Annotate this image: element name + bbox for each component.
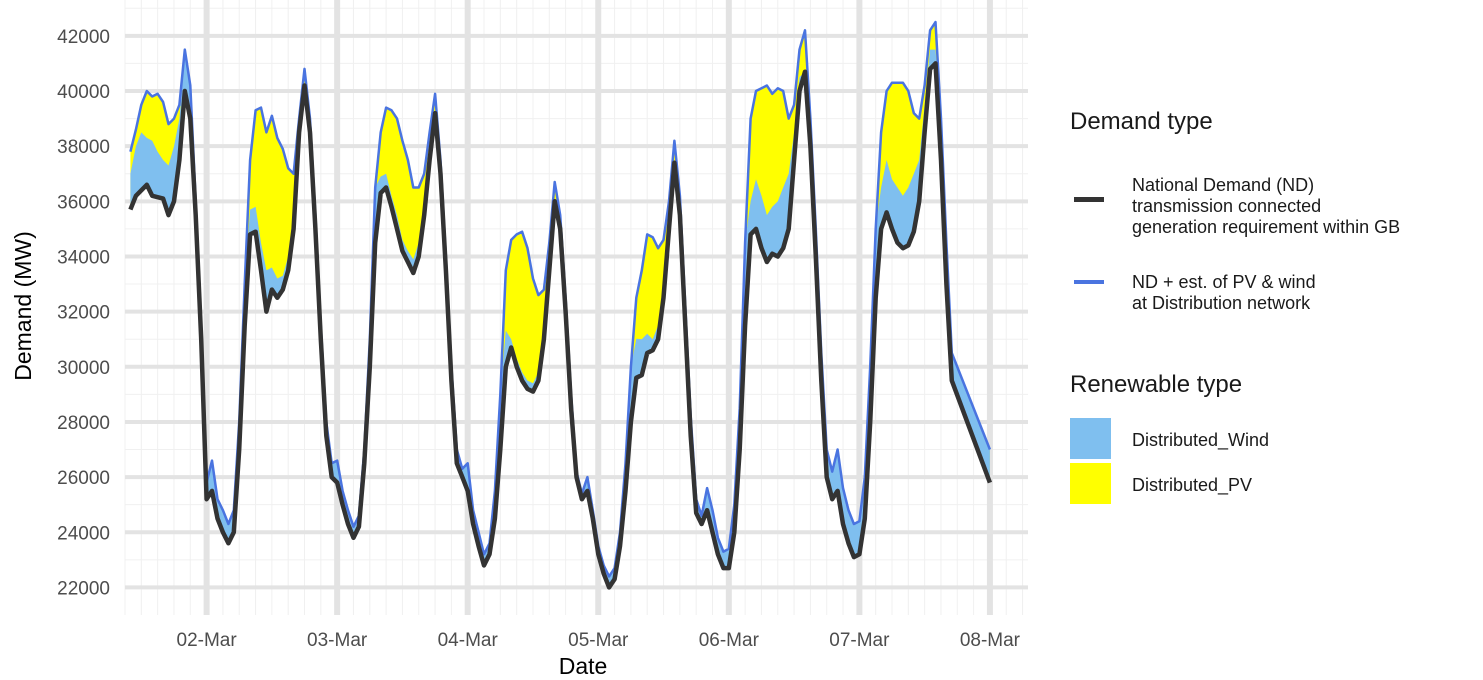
x-tick-label: 04-Mar	[438, 630, 499, 651]
x-tick-label: 08-Mar	[960, 630, 1021, 651]
renewable-areas	[130, 22, 990, 588]
y-axis-ticks: 22000 24000 26000 28000 30000 32000 34000 36000…	[57, 27, 110, 600]
y-tick-label: 22000	[57, 578, 110, 599]
legend-title-renewable-type: Renewable type	[1070, 371, 1243, 398]
x-axis-ticks: 02-Mar 03-Mar 04-Mar 05-Mar 06-Mar 07-Mar 08-M…	[177, 630, 1021, 651]
demand-lines	[128, 20, 993, 590]
x-tick-label: 02-Mar	[177, 630, 238, 651]
x-tick-label: 06-Mar	[699, 630, 760, 651]
nd-plus-swatch	[1074, 280, 1104, 284]
pv-label: Distributed_PV	[1132, 475, 1253, 495]
national-demand-label-line3: generation requirement within GB	[1132, 217, 1401, 237]
national-demand-label-line1: National Demand (ND)	[1132, 175, 1315, 195]
pv-swatch	[1070, 463, 1111, 504]
legend-title-demand-type: Demand type	[1070, 108, 1213, 135]
legend-item-wind: Distributed_Wind	[1070, 418, 1480, 460]
nd-plus-label-line2: at Distribution network	[1132, 293, 1311, 313]
y-tick-label: 26000	[57, 468, 110, 489]
national-demand-label-line2: transmission connected	[1132, 196, 1322, 216]
y-tick-label: 36000	[57, 192, 110, 213]
y-tick-label: 38000	[57, 137, 110, 158]
x-axis-title: Date	[559, 653, 608, 679]
line-national-demand	[128, 61, 993, 590]
x-tick-label: 05-Mar	[568, 630, 629, 651]
legend-item-national-demand: National Demand (ND) transmission connec…	[1070, 175, 1480, 241]
x-tick-label: 03-Mar	[307, 630, 368, 651]
y-axis-title: Demand (MW)	[10, 231, 36, 381]
wind-label: Distributed_Wind	[1132, 430, 1270, 450]
y-tick-label: 28000	[57, 413, 110, 434]
wind-swatch	[1070, 418, 1111, 459]
demand-chart: 22000 24000 26000 28000 30000 32000 34000 36000…	[10, 0, 1028, 679]
y-tick-label: 42000	[57, 27, 110, 48]
area-distributed-pv	[130, 22, 990, 588]
national-demand-swatch	[1074, 197, 1104, 202]
nd-plus-label-line1: ND + est. of PV & wind	[1132, 272, 1316, 292]
y-tick-label: 32000	[57, 303, 110, 324]
x-tick-label: 07-Mar	[829, 630, 890, 651]
legend-item-pv: Distributed_PV	[1070, 463, 1480, 505]
legend-item-nd-plus: ND + est. of PV & wind at Distribution n…	[1070, 272, 1480, 316]
y-tick-label: 24000	[57, 523, 110, 544]
y-tick-label: 40000	[57, 82, 110, 103]
y-tick-label: 30000	[57, 358, 110, 379]
y-tick-label: 34000	[57, 247, 110, 268]
